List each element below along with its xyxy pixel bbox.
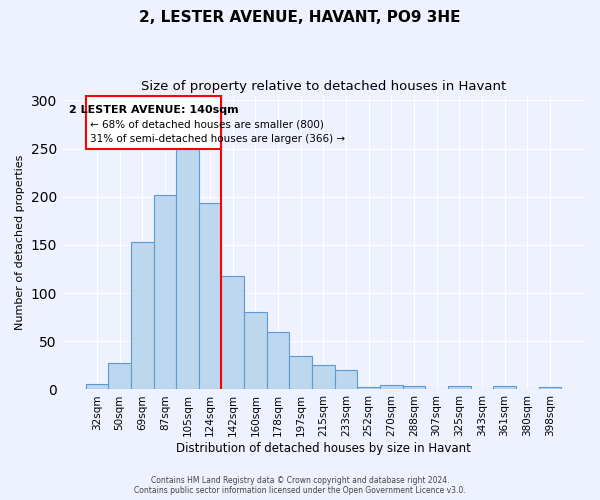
Y-axis label: Number of detached properties: Number of detached properties xyxy=(15,155,25,330)
X-axis label: Distribution of detached houses by size in Havant: Distribution of detached houses by size … xyxy=(176,442,471,455)
Bar xyxy=(131,242,154,390)
Text: 2 LESTER AVENUE: 140sqm: 2 LESTER AVENUE: 140sqm xyxy=(69,105,238,115)
Bar xyxy=(176,148,199,390)
Bar xyxy=(86,96,221,148)
Bar xyxy=(380,384,403,390)
Bar xyxy=(244,312,267,390)
Text: ← 68% of detached houses are smaller (800): ← 68% of detached houses are smaller (80… xyxy=(90,120,324,130)
Bar xyxy=(154,195,176,390)
Title: Size of property relative to detached houses in Havant: Size of property relative to detached ho… xyxy=(141,80,506,93)
Bar xyxy=(108,364,131,390)
Bar xyxy=(539,386,561,390)
Bar xyxy=(493,386,516,390)
Bar xyxy=(221,276,244,390)
Bar xyxy=(448,386,470,390)
Bar xyxy=(267,332,289,390)
Bar xyxy=(86,384,108,390)
Text: Contains HM Land Registry data © Crown copyright and database right 2024.
Contai: Contains HM Land Registry data © Crown c… xyxy=(134,476,466,495)
Bar xyxy=(199,204,221,390)
Text: 2, LESTER AVENUE, HAVANT, PO9 3HE: 2, LESTER AVENUE, HAVANT, PO9 3HE xyxy=(139,10,461,25)
Bar xyxy=(335,370,358,390)
Bar xyxy=(289,356,312,390)
Bar xyxy=(403,386,425,390)
Bar xyxy=(312,366,335,390)
Text: 31% of semi-detached houses are larger (366) →: 31% of semi-detached houses are larger (… xyxy=(90,134,345,144)
Bar xyxy=(358,386,380,390)
